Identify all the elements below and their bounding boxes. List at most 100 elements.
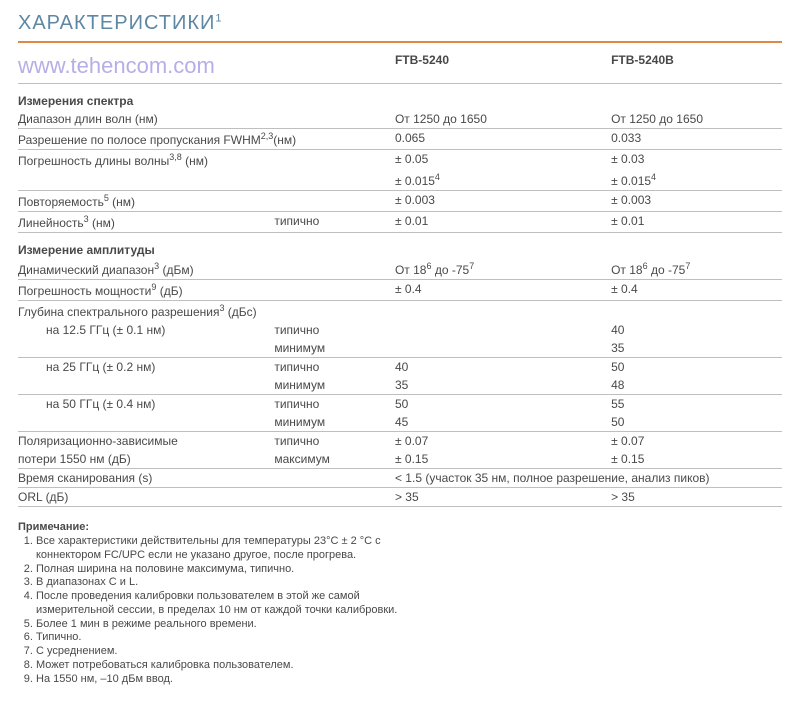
param-label: Повторяемость5 (нм) xyxy=(18,191,395,212)
table-row: на 12.5 ГГц (± 0.1 нм) типично 40 xyxy=(18,321,782,339)
val-a: ± 0.4 xyxy=(395,280,611,301)
param-label: Глубина спектрального разрешения3 (дБс) xyxy=(18,301,782,322)
val-a: 0.065 xyxy=(395,129,611,150)
note-item: Все характеристики действительны для тем… xyxy=(36,535,436,563)
note-item: Может потребоваться калибровка пользоват… xyxy=(36,659,436,673)
notes-list: Все характеристики действительны для тем… xyxy=(18,535,782,686)
col-model-a: FTB-5240 xyxy=(395,45,611,84)
val-b: ± 0.0154 xyxy=(611,170,782,191)
val-a: 35 xyxy=(395,376,611,395)
section-amplitude: Измерение амплитуды xyxy=(18,233,782,260)
note-item: Более 1 мин в режиме реального времени. xyxy=(36,618,436,632)
val-a xyxy=(395,321,611,339)
qualifier: типично xyxy=(274,432,395,451)
table-row: ORL (дБ) > 35 > 35 xyxy=(18,488,782,507)
param-label: на 25 ГГц (± 0.2 нм) xyxy=(18,358,274,377)
val-b: ± 0.03 xyxy=(611,150,782,171)
val-b: 0.033 xyxy=(611,129,782,150)
note-item: С усреднением. xyxy=(36,645,436,659)
param-label: Время сканирования (s) xyxy=(18,469,395,488)
param-label: на 50 ГГц (± 0.4 нм) xyxy=(18,395,274,414)
param-label: Динамический диапазон3 (дБм) xyxy=(18,259,395,280)
param-label: Погрешность длины волны3,8 (нм) xyxy=(18,150,395,171)
qualifier: минимум xyxy=(274,339,395,358)
val-a: От 186 до -757 xyxy=(395,259,611,280)
val-b: 48 xyxy=(611,376,782,395)
qualifier: минимум xyxy=(274,413,395,432)
param-label: Диапазон длин волн (нм) xyxy=(18,110,395,129)
val-a: 40 xyxy=(395,358,611,377)
val-b: От 1250 до 1650 xyxy=(611,110,782,129)
table-row: Разрешение по полосе пропускания FWHM2,3… xyxy=(18,129,782,150)
table-row: на 50 ГГц (± 0.4 нм) типично 50 55 xyxy=(18,395,782,414)
val-b: От 186 до -757 xyxy=(611,259,782,280)
param-label: Поляризационно-зависимые xyxy=(18,432,274,451)
val-a: 45 xyxy=(395,413,611,432)
title-rule xyxy=(18,41,782,43)
qualifier: типично xyxy=(274,395,395,414)
table-row: Динамический диапазон3 (дБм) От 186 до -… xyxy=(18,259,782,280)
val-b: ± 0.15 xyxy=(611,450,782,469)
param-label: Разрешение по полосе пропускания FWHM2,3… xyxy=(18,129,395,150)
qualifier: типично xyxy=(274,321,395,339)
col-model-b: FTB-5240B xyxy=(611,45,782,84)
val-b: 35 xyxy=(611,339,782,358)
val-b: ± 0.01 xyxy=(611,212,782,233)
page-title: ХАРАКТЕРИСТИКИ1 xyxy=(18,12,782,35)
val-a: ± 0.15 xyxy=(395,450,611,469)
note-item: После проведения калибровки пользователе… xyxy=(36,590,436,618)
val-a xyxy=(395,339,611,358)
table-row: Погрешность мощности9 (дБ) ± 0.4 ± 0.4 xyxy=(18,280,782,301)
val-a: ± 0.003 xyxy=(395,191,611,212)
val-b: ± 0.07 xyxy=(611,432,782,451)
table-row: Диапазон длин волн (нм) От 1250 до 1650 … xyxy=(18,110,782,129)
title-sup: 1 xyxy=(215,12,222,24)
note-item: На 1550 нм, –10 дБм ввод. xyxy=(36,673,436,687)
param-label: на 12.5 ГГц (± 0.1 нм) xyxy=(18,321,274,339)
val-a: ± 0.0154 xyxy=(395,170,611,191)
table-row: Время сканирования (s) < 1.5 (участок 35… xyxy=(18,469,782,488)
val-b: 50 xyxy=(611,413,782,432)
val-a: > 35 xyxy=(395,488,611,507)
param-label: Линейность3 (нм) xyxy=(18,212,274,233)
qualifier: максимум xyxy=(274,450,395,469)
val-b: 40 xyxy=(611,321,782,339)
val-b: > 35 xyxy=(611,488,782,507)
param-label: потери 1550 нм (дБ) xyxy=(18,450,274,469)
param-label: Погрешность мощности9 (дБ) xyxy=(18,280,395,301)
table-row: потери 1550 нм (дБ) максимум ± 0.15 ± 0.… xyxy=(18,450,782,469)
table-row: на 25 ГГц (± 0.2 нм) типично 40 50 xyxy=(18,358,782,377)
table-row: Повторяемость5 (нм) ± 0.003 ± 0.003 xyxy=(18,191,782,212)
note-item: Типично. xyxy=(36,631,436,645)
watermark: www.tehencom.com xyxy=(18,53,391,79)
table-row: минимум 45 50 xyxy=(18,413,782,432)
val-a: ± 0.01 xyxy=(395,212,611,233)
table-row: Поляризационно-зависимые типично ± 0.07 … xyxy=(18,432,782,451)
note-item: Полная ширина на половине максимума, тип… xyxy=(36,563,436,577)
val-span: < 1.5 (участок 35 нм, полное разрешение,… xyxy=(395,469,782,488)
table-header: www.tehencom.com FTB-5240 FTB-5240B xyxy=(18,45,782,84)
val-b: ± 0.4 xyxy=(611,280,782,301)
spec-table: www.tehencom.com FTB-5240 FTB-5240B Изме… xyxy=(18,45,782,507)
qualifier: типично xyxy=(274,212,395,233)
val-b: ± 0.003 xyxy=(611,191,782,212)
val-a: От 1250 до 1650 xyxy=(395,110,611,129)
val-a: ± 0.05 xyxy=(395,150,611,171)
val-a: ± 0.07 xyxy=(395,432,611,451)
val-b: 50 xyxy=(611,358,782,377)
table-row: Глубина спектрального разрешения3 (дБс) xyxy=(18,301,782,322)
notes-heading: Примечание: xyxy=(18,521,782,533)
val-a: 50 xyxy=(395,395,611,414)
title-text: ХАРАКТЕРИСТИКИ xyxy=(18,12,215,34)
section-spectrum: Измерения спектра xyxy=(18,84,782,111)
table-row: ± 0.0154 ± 0.0154 xyxy=(18,170,782,191)
table-row: минимум 35 48 xyxy=(18,376,782,395)
note-item: В диапазонах C и L. xyxy=(36,576,436,590)
param-label: ORL (дБ) xyxy=(18,488,395,507)
table-row: Погрешность длины волны3,8 (нм) ± 0.05 ±… xyxy=(18,150,782,171)
qualifier: минимум xyxy=(274,376,395,395)
qualifier: типично xyxy=(274,358,395,377)
val-b: 55 xyxy=(611,395,782,414)
table-row: минимум 35 xyxy=(18,339,782,358)
table-row: Линейность3 (нм) типично ± 0.01 ± 0.01 xyxy=(18,212,782,233)
